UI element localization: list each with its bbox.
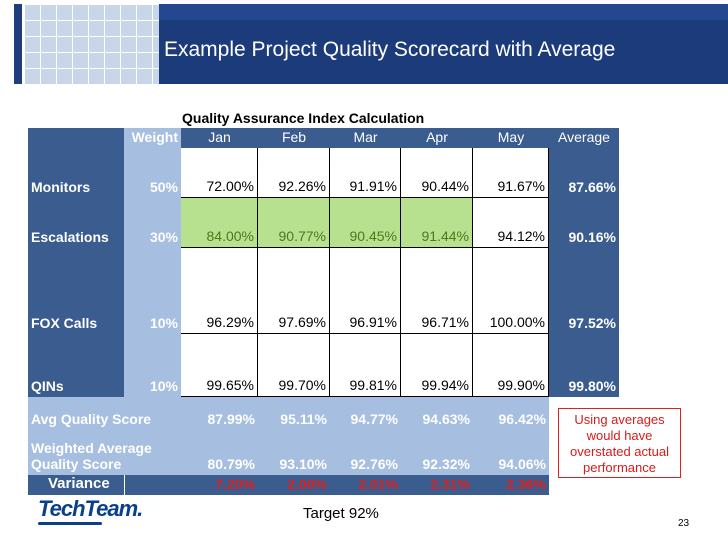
- row-fox-label: FOX Calls: [28, 248, 124, 334]
- row-monitors-label: Monitors: [28, 148, 124, 198]
- row-qins-feb: 99.70%: [258, 334, 330, 397]
- header-apr: Apr: [401, 128, 473, 148]
- row-weighted-label-line1: Weighted Average: [31, 440, 152, 456]
- row-escalations-label: Escalations: [28, 198, 124, 248]
- row-avg-feb: 95.11%: [258, 397, 330, 437]
- row-weighted-mar: 92.76%: [330, 437, 401, 475]
- logo-swoosh: [38, 522, 102, 525]
- row-fox-may: 100.00%: [473, 248, 549, 334]
- row-variance-mar: 2.01%: [330, 475, 401, 495]
- header-weight: Weight: [124, 128, 181, 148]
- row-qins-apr: 99.94%: [401, 334, 473, 397]
- row-fox-weight: 10%: [124, 248, 181, 334]
- header-accent-bar: [14, 4, 22, 84]
- row-weighted-label-line2: Quality Score: [31, 456, 122, 472]
- row-variance-may: 2.36%: [473, 475, 549, 495]
- row-monitors-weight: 50%: [124, 148, 181, 198]
- row-qins-may: 99.90%: [473, 334, 549, 397]
- row-qins-mar: 99.81%: [330, 334, 401, 397]
- header-mar: Mar: [330, 128, 401, 148]
- target-label: Target 92%: [303, 505, 379, 522]
- row-monitors-average: 87.66%: [549, 148, 619, 198]
- row-weighted-apr: 92.32%: [401, 437, 473, 475]
- row-variance-feb: 2.00%: [258, 475, 330, 495]
- row-avg-apr: 94.63%: [401, 397, 473, 437]
- row-weighted-may: 94.06%: [473, 437, 549, 475]
- row-avg-mar: 94.77%: [330, 397, 401, 437]
- company-logo: TechTeam.: [38, 496, 143, 525]
- callout-note: Using averages would have overstated act…: [558, 408, 681, 478]
- header-may: May: [473, 128, 549, 148]
- row-monitors-apr: 90.44%: [401, 148, 473, 198]
- header-average: Average: [549, 128, 619, 148]
- header-grid-pattern: [24, 4, 159, 84]
- header-feb: Feb: [258, 128, 330, 148]
- row-fox-mar: 96.91%: [330, 248, 401, 334]
- row-monitors-feb: 92.26%: [258, 148, 330, 198]
- row-variance-jan: 7.20%: [181, 475, 258, 495]
- row-fox-average: 97.52%: [549, 248, 619, 334]
- row-qins-average: 99.80%: [549, 334, 619, 397]
- row-monitors-jan: 72.00%: [181, 148, 258, 198]
- header-blank: [28, 128, 124, 148]
- row-avg-jan: 87.99%: [181, 397, 258, 437]
- row-qins-jan: 99.65%: [181, 334, 258, 397]
- slide-title: Example Project Quality Scorecard with A…: [164, 38, 616, 61]
- row-qins-weight: 10%: [124, 334, 181, 397]
- row-escalations-average: 90.16%: [549, 198, 619, 248]
- row-escalations-mar: 90.45%: [330, 198, 401, 248]
- row-escalations-feb: 90.77%: [258, 198, 330, 248]
- row-qins-label: QINs: [28, 334, 124, 397]
- header-banner: Example Project Quality Scorecard with A…: [0, 0, 728, 86]
- row-escalations-may: 94.12%: [473, 198, 549, 248]
- title-bar: [159, 4, 728, 84]
- logo-text: TechTeam.: [38, 496, 143, 521]
- row-avg-may: 96.42%: [473, 397, 549, 437]
- row-variance-apr: 2.31%: [401, 475, 473, 495]
- row-escalations-weight: 30%: [124, 198, 181, 248]
- row-fox-feb: 97.69%: [258, 248, 330, 334]
- row-variance-label: Variance: [28, 475, 124, 495]
- page-number: 23: [678, 518, 690, 529]
- row-variance-weight-blank: [124, 475, 181, 495]
- row-weighted-label: Weighted Average Quality Score: [28, 437, 181, 475]
- row-avg-label: Avg Quality Score: [28, 397, 181, 437]
- table-title: Quality Assurance Index Calculation: [182, 110, 425, 126]
- row-weighted-jan: 80.79%: [181, 437, 258, 475]
- row-weighted-feb: 93.10%: [258, 437, 330, 475]
- row-escalations-jan: 84.00%: [181, 198, 258, 248]
- row-escalations-apr: 91.44%: [401, 198, 473, 248]
- header-jan: Jan: [181, 128, 258, 148]
- row-monitors-may: 91.67%: [473, 148, 549, 198]
- row-fox-apr: 96.71%: [401, 248, 473, 334]
- row-monitors-mar: 91.91%: [330, 148, 401, 198]
- row-fox-jan: 96.29%: [181, 248, 258, 334]
